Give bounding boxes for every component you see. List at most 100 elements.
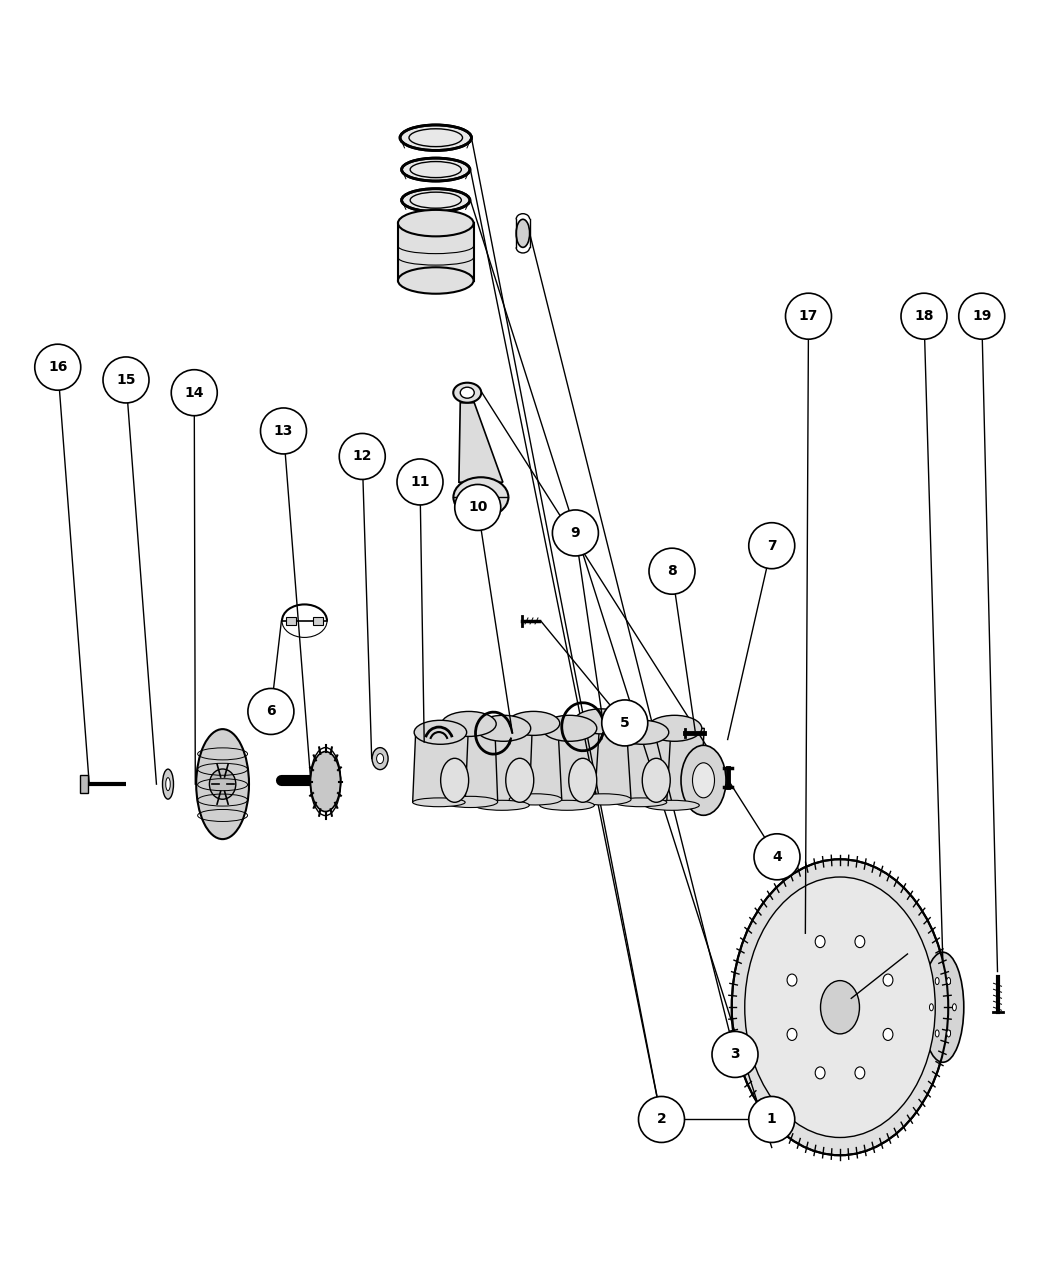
Ellipse shape (166, 778, 170, 790)
Text: 15: 15 (117, 374, 135, 386)
Ellipse shape (507, 711, 560, 736)
Ellipse shape (788, 1029, 797, 1040)
Ellipse shape (209, 769, 236, 799)
Text: 18: 18 (915, 310, 933, 323)
Bar (398, 223, 474, 280)
Text: 16: 16 (48, 361, 67, 374)
Bar (80, 775, 87, 793)
Ellipse shape (542, 715, 596, 741)
Ellipse shape (569, 759, 596, 802)
Ellipse shape (693, 762, 714, 798)
Polygon shape (475, 728, 532, 806)
Ellipse shape (311, 756, 340, 805)
Ellipse shape (311, 751, 340, 812)
Ellipse shape (614, 798, 667, 807)
Text: 12: 12 (353, 450, 372, 463)
Ellipse shape (454, 382, 481, 403)
Text: 19: 19 (972, 310, 991, 323)
Text: 13: 13 (274, 425, 293, 437)
Circle shape (171, 370, 217, 416)
Polygon shape (645, 728, 705, 806)
Circle shape (901, 293, 947, 339)
Circle shape (260, 408, 307, 454)
Text: 5: 5 (620, 717, 630, 729)
Ellipse shape (517, 219, 529, 247)
Circle shape (749, 1096, 795, 1142)
Ellipse shape (647, 715, 701, 741)
Ellipse shape (442, 711, 497, 737)
Text: 1: 1 (766, 1113, 777, 1126)
Bar (286, 617, 296, 625)
Circle shape (785, 293, 832, 339)
Polygon shape (505, 723, 562, 799)
Circle shape (754, 834, 800, 880)
Ellipse shape (398, 268, 474, 293)
Ellipse shape (643, 759, 670, 802)
Ellipse shape (475, 801, 529, 811)
Text: 10: 10 (468, 501, 487, 514)
Polygon shape (571, 722, 631, 799)
Ellipse shape (936, 978, 939, 984)
Text: 3: 3 (730, 1048, 740, 1061)
Polygon shape (614, 732, 671, 802)
Circle shape (397, 459, 443, 505)
Circle shape (35, 344, 81, 390)
Ellipse shape (454, 477, 508, 518)
Ellipse shape (855, 1067, 865, 1079)
Circle shape (248, 688, 294, 734)
Polygon shape (540, 728, 600, 806)
Ellipse shape (413, 798, 465, 807)
Ellipse shape (947, 1030, 950, 1037)
Ellipse shape (506, 759, 533, 802)
Circle shape (638, 1096, 685, 1142)
Ellipse shape (576, 794, 631, 805)
Ellipse shape (744, 877, 936, 1137)
Ellipse shape (398, 210, 474, 236)
Ellipse shape (616, 720, 669, 745)
Ellipse shape (936, 1030, 939, 1037)
Circle shape (339, 434, 385, 479)
Ellipse shape (400, 125, 471, 150)
Text: 11: 11 (411, 476, 429, 488)
Circle shape (103, 357, 149, 403)
Ellipse shape (540, 801, 594, 811)
Circle shape (455, 484, 501, 530)
Text: 9: 9 (570, 527, 581, 539)
Ellipse shape (163, 769, 173, 799)
Circle shape (712, 1031, 758, 1077)
Text: 14: 14 (185, 386, 204, 399)
Ellipse shape (820, 980, 860, 1034)
Ellipse shape (476, 715, 530, 741)
Ellipse shape (883, 974, 892, 986)
Circle shape (552, 510, 598, 556)
Text: 6: 6 (266, 705, 276, 718)
Ellipse shape (732, 859, 948, 1155)
Ellipse shape (922, 952, 964, 1062)
Ellipse shape (196, 729, 249, 839)
Ellipse shape (414, 720, 466, 745)
Ellipse shape (574, 709, 629, 734)
Ellipse shape (929, 1003, 933, 1011)
Ellipse shape (441, 759, 468, 802)
Ellipse shape (401, 158, 470, 181)
Polygon shape (459, 403, 503, 482)
Ellipse shape (443, 797, 498, 807)
Text: 4: 4 (772, 850, 782, 863)
Ellipse shape (788, 974, 797, 986)
Ellipse shape (509, 794, 562, 805)
Ellipse shape (372, 747, 388, 770)
Ellipse shape (815, 1067, 825, 1079)
Polygon shape (440, 724, 498, 802)
Ellipse shape (947, 978, 950, 984)
Circle shape (959, 293, 1005, 339)
Text: 7: 7 (766, 539, 777, 552)
Ellipse shape (681, 746, 726, 815)
Bar (313, 617, 323, 625)
Ellipse shape (645, 801, 699, 811)
Circle shape (602, 700, 648, 746)
Text: 2: 2 (656, 1113, 667, 1126)
Ellipse shape (467, 487, 495, 507)
Ellipse shape (460, 388, 475, 398)
Ellipse shape (883, 1029, 892, 1040)
Ellipse shape (377, 754, 383, 764)
